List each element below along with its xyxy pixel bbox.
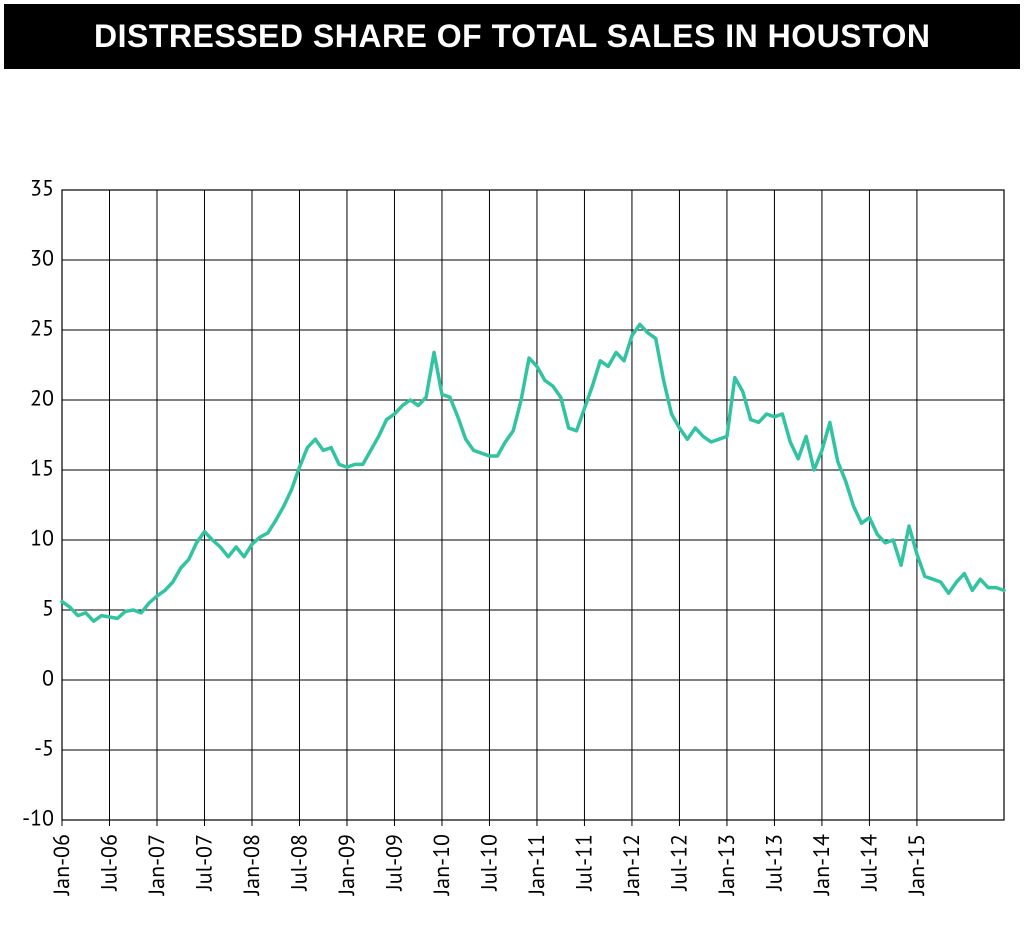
x-axis-tick-label: Jul-08 — [285, 834, 313, 892]
chart-title: DISTRESSED SHARE OF TOTAL SALES IN HOUST… — [94, 18, 931, 54]
y-axis-tick-label: 0 — [42, 665, 54, 693]
x-axis-tick-label: Jan-06 — [48, 834, 76, 896]
x-axis-tick-label: Jan-11 — [523, 834, 551, 896]
x-axis-tick-label: Jan-09 — [333, 834, 361, 896]
page: DISTRESSED SHARE OF TOTAL SALES IN HOUST… — [0, 0, 1024, 952]
x-axis-tick-label: Jul-14 — [855, 834, 883, 892]
x-axis-tick-label: Jul-09 — [380, 834, 408, 892]
y-axis-tick-label: -5 — [34, 735, 54, 763]
x-axis-tick-label: Jan-08 — [238, 834, 266, 896]
x-axis-tick-label: Jul-13 — [760, 834, 788, 892]
y-axis-tick-label: -10 — [22, 805, 54, 833]
x-axis-tick-label: Jul-12 — [665, 834, 693, 892]
y-axis-tick-label: 35 — [30, 175, 54, 203]
line-chart: -10 -5 0 5 10 15 20 25 30 35 Jan-06 Jul-06 Jan-07 Jul… — [4, 120, 1020, 948]
y-axis-tick-label: 10 — [30, 525, 54, 553]
y-axis-tick-label: 5 — [42, 595, 54, 623]
y-axis-tick-label: 15 — [30, 455, 54, 483]
chart-container: -10 -5 0 5 10 15 20 25 30 35 Jan-06 Jul-06 Jan-07 Jul… — [4, 120, 1020, 948]
x-axis-tick-label: Jan-10 — [428, 834, 456, 896]
x-axis-tick-label: Jan-14 — [808, 834, 836, 896]
x-axis-tick-label: Jan-07 — [143, 834, 171, 896]
y-axis-tick-label: 20 — [30, 385, 54, 413]
x-axis-tick-label: Jan-15 — [903, 834, 931, 896]
chart-title-bar: DISTRESSED SHARE OF TOTAL SALES IN HOUST… — [4, 4, 1020, 69]
x-axis-tick-label: Jan-13 — [713, 834, 741, 896]
x-axis-tick-label: Jan-12 — [618, 834, 646, 896]
y-axis-tick-label: 25 — [30, 315, 54, 343]
x-axis-tick-label: Jul-07 — [190, 834, 218, 892]
data-line — [62, 324, 1004, 621]
x-axis-tick-label: Jul-11 — [570, 834, 598, 892]
x-axis-tick-label: Jul-10 — [475, 834, 503, 892]
x-axis-tick-label: Jul-06 — [95, 834, 123, 892]
y-axis-tick-label: 30 — [30, 245, 54, 273]
plot-border — [62, 190, 1004, 820]
